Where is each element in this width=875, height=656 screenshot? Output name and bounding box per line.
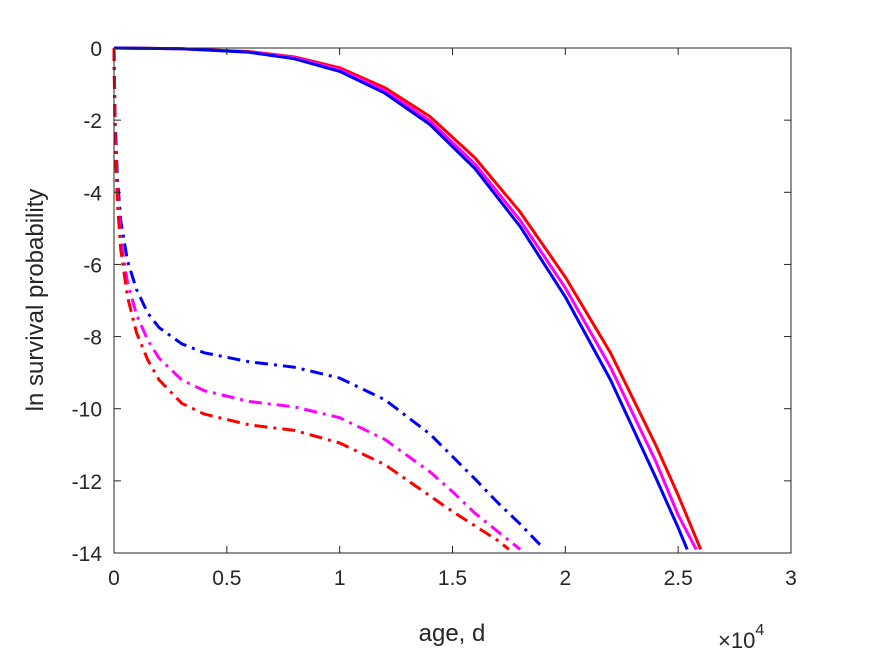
y-tick-label: -8 <box>83 327 102 350</box>
x-tick-label: 3 <box>785 567 797 590</box>
plot-frame <box>113 47 792 554</box>
x-tick-label: 1 <box>334 567 346 590</box>
series-line-2 <box>113 46 689 550</box>
x-tick-label: 2 <box>559 567 571 590</box>
y-tick-label: -14 <box>72 543 103 566</box>
series-line-3 <box>112 47 544 549</box>
x-tick-label: 2.5 <box>664 567 693 590</box>
x-exponent-base: ×10 <box>718 628 755 653</box>
series-lines <box>112 46 703 551</box>
series-line-0 <box>113 46 703 550</box>
series-line-5 <box>112 47 510 551</box>
x-exponent-label: ×104 <box>718 622 764 653</box>
tick-marks <box>113 47 792 554</box>
y-tick-label: -12 <box>72 471 102 494</box>
x-axis-label: age, d <box>419 620 486 647</box>
y-tick-label: -10 <box>72 399 102 422</box>
y-axis-label: ln survival probability <box>22 189 49 412</box>
x-tick-label: 1.5 <box>438 567 467 590</box>
x-tick-label: 0 <box>108 567 120 590</box>
y-tick-label: -2 <box>83 110 102 133</box>
y-tick-label: -4 <box>83 182 102 205</box>
tick-labels: 0 0.5 1 1.5 2 2.5 3 0 -2 -4 -6 -8 -10 -12 -14 <box>72 38 797 590</box>
y-tick-label: 0 <box>90 38 102 61</box>
series-line-1 <box>113 46 698 551</box>
x-tick-label: 0.5 <box>212 567 241 590</box>
x-exponent-power: 4 <box>755 622 764 639</box>
series-line-4 <box>112 47 522 551</box>
y-tick-label: -6 <box>83 254 102 277</box>
